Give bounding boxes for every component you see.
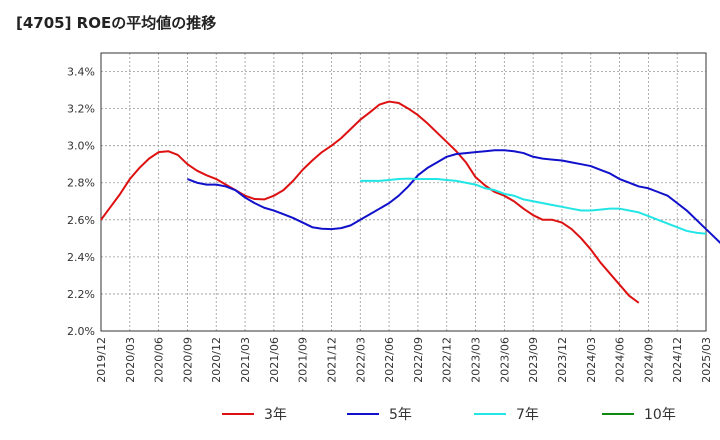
series-line-3年 xyxy=(100,100,640,304)
x-tick-label: 2020/09 xyxy=(181,337,194,383)
series-lines xyxy=(100,100,720,304)
series-line-5年 xyxy=(187,149,720,244)
x-tick-label: 2020/03 xyxy=(124,337,137,383)
x-tick-label: 2023/03 xyxy=(470,337,483,383)
x-tick-label: 2021/09 xyxy=(297,337,310,383)
x-tick-label: 2020/06 xyxy=(153,337,166,383)
x-tick-label: 2022/06 xyxy=(383,337,396,383)
x-tick-label: 2020/12 xyxy=(210,337,223,383)
y-tick-label: 2.2% xyxy=(67,288,95,301)
x-tick-label: 2022/03 xyxy=(354,337,367,383)
x-tick-label: 2024/12 xyxy=(671,337,684,383)
x-tick-label: 2023/09 xyxy=(527,337,540,383)
x-tick-label: 2024/03 xyxy=(585,337,598,383)
x-tick-label: 2022/09 xyxy=(412,337,425,383)
y-tick-label: 3.0% xyxy=(67,140,95,153)
y-tick-label: 2.6% xyxy=(67,214,95,227)
legend-label: 7年 xyxy=(516,407,539,423)
y-tick-label: 3.4% xyxy=(67,66,95,79)
x-tick-label: 2023/06 xyxy=(498,337,511,383)
x-tick-label: 2021/12 xyxy=(325,337,338,383)
chart-title: [4705] ROEの平均値の推移 xyxy=(16,14,217,32)
legend-label: 5年 xyxy=(389,407,412,423)
plot-border xyxy=(100,52,707,332)
x-tick-label: 2022/12 xyxy=(441,337,454,383)
y-tick-label: 2.8% xyxy=(67,177,95,190)
x-tick-label: 2019/12 xyxy=(95,337,108,383)
x-tick-label: 2024/09 xyxy=(642,337,655,383)
x-tick-label: 2021/03 xyxy=(239,337,252,383)
y-tick-label: 3.2% xyxy=(67,103,95,116)
x-tick-label: 2023/12 xyxy=(556,337,569,383)
legend-label: 10年 xyxy=(644,407,676,423)
y-tick-label: 2.0% xyxy=(67,325,95,338)
legend-label: 3年 xyxy=(264,407,287,423)
axes: 2.0% 2.2% 2.4% 2.6% 2.8% 3.0% 3.2% 3.4% 2019/12 2… xyxy=(67,52,713,383)
y-tick-label: 2.4% xyxy=(67,251,95,264)
x-tick-label: 2025/03 xyxy=(700,337,713,383)
x-tick-label: 2024/06 xyxy=(614,337,627,383)
legend: 3年 5年 7年 10年 xyxy=(222,407,676,423)
series-line-7年 xyxy=(360,177,707,235)
x-tick-label: 2021/06 xyxy=(268,337,281,383)
